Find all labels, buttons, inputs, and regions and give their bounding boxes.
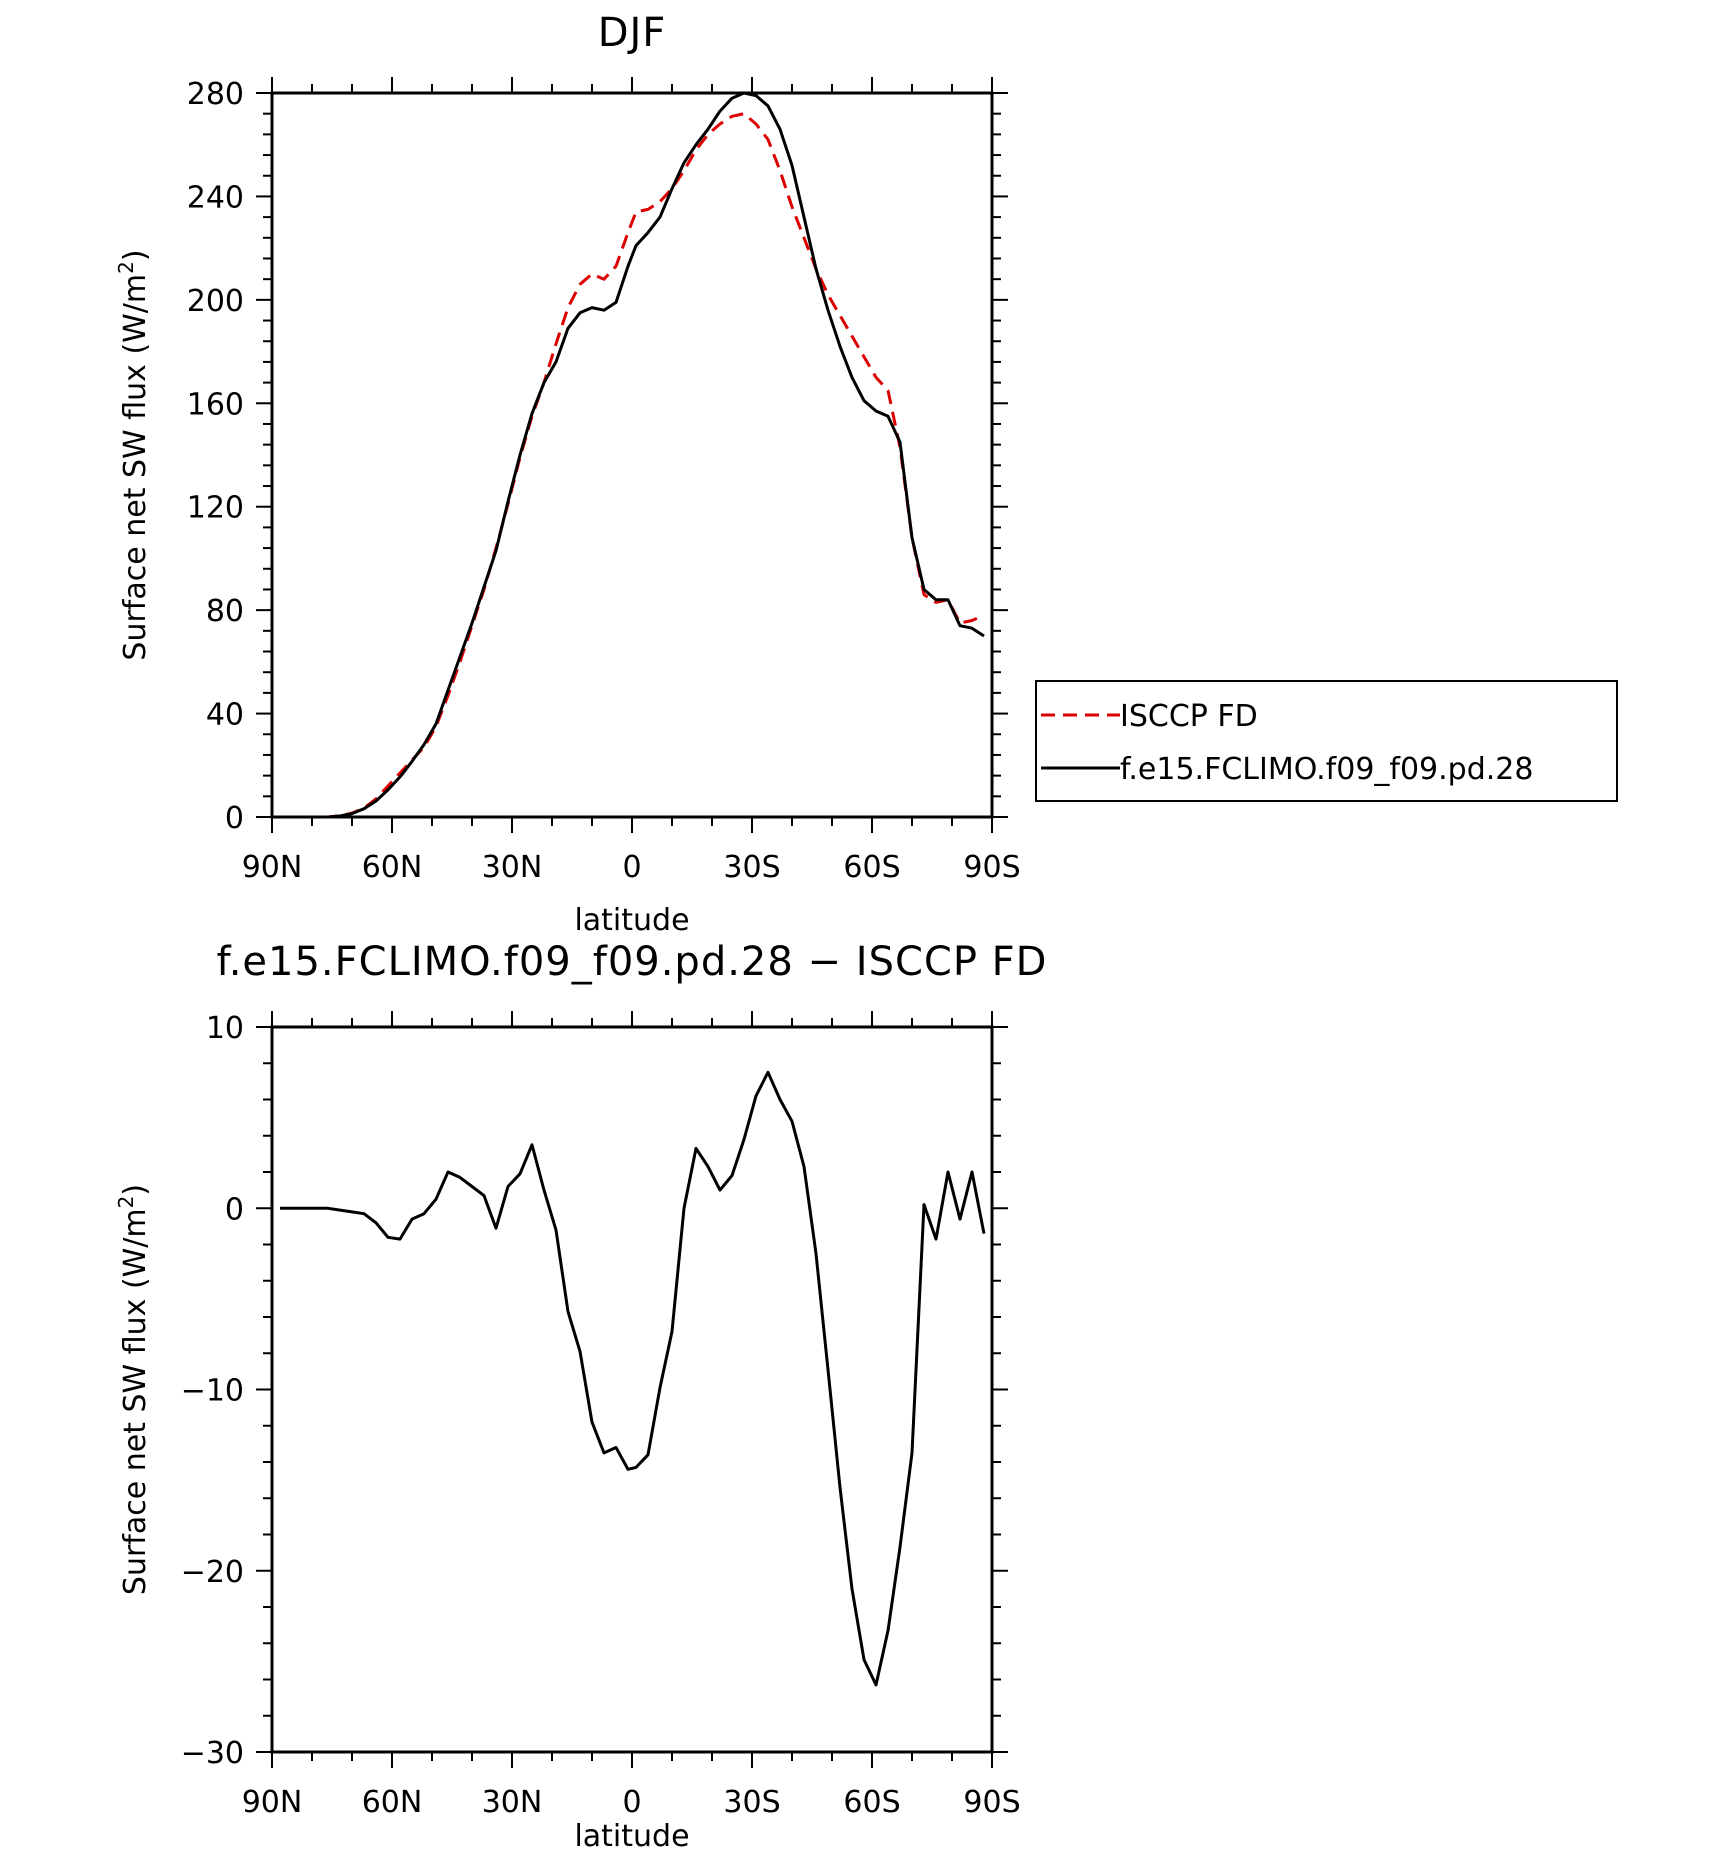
top-y-axis-label: Surface net SW flux (W/m2) [114,249,153,660]
top-x-axis-label: latitude [574,903,689,938]
y-tick-label: −10 [181,1374,244,1409]
bottom-y-axis-label: Surface net SW flux (W/m2) [114,1184,153,1595]
legend-label-isccp: ISCCP FD [1120,699,1258,734]
y-tick-label: 200 [187,284,244,319]
y-tick-label: −20 [181,1555,244,1590]
x-tick-label: 30S [723,850,780,885]
x-tick-label: 60S [843,850,900,885]
series-line-model [280,91,985,819]
x-tick-label: 30S [723,1785,780,1820]
y-tick-label: 0 [225,801,244,836]
y-tick-label: 160 [187,387,244,422]
legend-box [1035,680,1618,802]
x-tick-label: 90S [963,850,1020,885]
y-tick-label: 280 [187,77,244,112]
x-tick-label: 0 [622,850,641,885]
x-tick-label: 30N [482,850,543,885]
x-tick-label: 90N [242,1785,303,1820]
bottom-chart-title: f.e15.FCLIMO.f09_f09.pd.28 − ISCCP FD [217,939,1048,985]
y-tick-label: 40 [206,698,244,733]
x-tick-label: 90S [963,1785,1020,1820]
difference-line [280,1070,986,1687]
top-panel: DJF Surface net SW flux (W/m2) latitude … [114,10,1618,938]
legend: ISCCP FD f.e15.FCLIMO.f09_f09.pd.28 [1035,680,1618,802]
bottom-x-axis-label: latitude [574,1819,689,1850]
y-tick-label: 10 [206,1011,244,1046]
y-tick-label: 120 [187,491,244,526]
series-line-isccp [280,112,985,819]
y-tick-label: −30 [181,1736,244,1771]
x-tick-label: 60N [362,850,423,885]
bottom-panel: f.e15.FCLIMO.f09_f09.pd.28 − ISCCP FD Su… [114,939,1048,1850]
x-tick-label: 60S [843,1785,900,1820]
x-tick-label: 90N [242,850,303,885]
y-tick-label: 0 [225,1192,244,1227]
x-tick-label: 0 [622,1785,641,1820]
y-tick-label: 240 [187,180,244,215]
legend-label-model: f.e15.FCLIMO.f09_f09.pd.28 [1120,752,1533,787]
top-chart-title: DJF [598,10,667,56]
x-tick-label: 60N [362,1785,423,1820]
x-tick-label: 30N [482,1785,543,1820]
y-tick-label: 80 [206,594,244,629]
plot-frame [270,91,994,819]
